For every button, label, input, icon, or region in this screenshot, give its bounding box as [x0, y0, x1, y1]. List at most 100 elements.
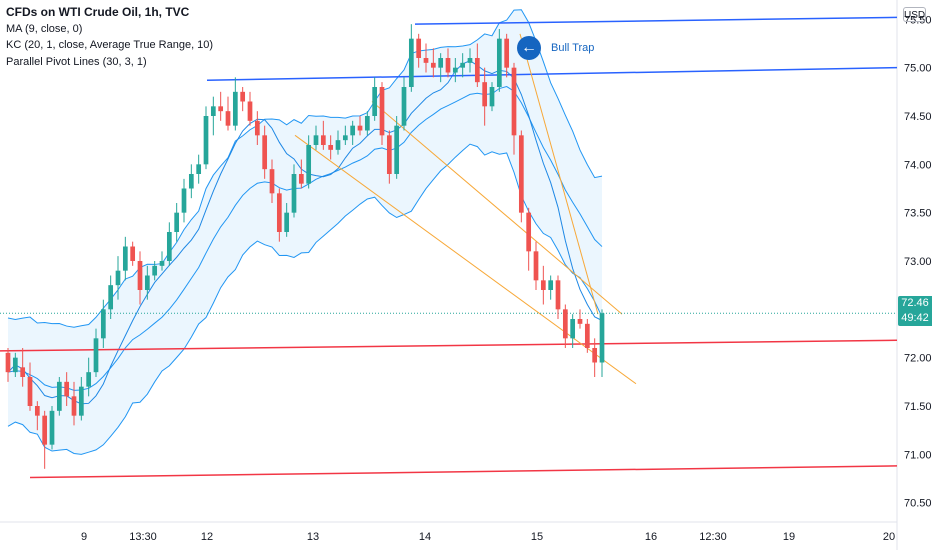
x-tick-label: 13 [307, 531, 319, 543]
candle-body [144, 275, 150, 290]
x-tick-label: 9 [81, 531, 87, 543]
candle-body [533, 251, 539, 281]
candle-body [203, 116, 209, 165]
candle-body [64, 381, 70, 397]
y-tick-label: 71.50 [904, 401, 932, 413]
legend-pivots[interactable]: Parallel Pivot Lines (30, 3, 1) [6, 55, 147, 68]
candle-body [130, 246, 136, 261]
last-price-tag: 72.46 49:42 [898, 296, 932, 326]
candle-body [408, 38, 414, 87]
arrow-left-icon: ← [517, 36, 541, 60]
candle-body [56, 381, 62, 411]
pivot-line [206, 66, 898, 81]
candle-body [166, 232, 172, 261]
x-tick-label: 16 [645, 531, 657, 543]
candle-body [438, 58, 444, 68]
candle-body [489, 87, 495, 107]
x-tick-label: 13:30 [129, 531, 157, 543]
candle-body [350, 125, 356, 136]
candle-body [394, 125, 400, 174]
x-tick-label: 12 [201, 531, 213, 543]
y-tick-label: 72.00 [904, 353, 932, 365]
keltner-upper-line [7, 9, 603, 328]
candle-body [298, 174, 304, 184]
candle-body [416, 38, 422, 58]
candle-body [276, 193, 282, 232]
candle-body [20, 367, 26, 377]
candle-body [452, 67, 458, 73]
candle-body [86, 372, 92, 387]
candle-body [232, 91, 238, 126]
candle-body [159, 261, 165, 266]
candle-body [401, 87, 407, 126]
legend-title[interactable]: CFDs on WTI Crude Oil, 1h, TVC [6, 5, 190, 19]
candle-body [526, 212, 532, 252]
candle-body [328, 145, 334, 150]
legend-ma[interactable]: MA (9, close, 0) [6, 22, 83, 35]
y-tick-label: 75.00 [904, 63, 932, 75]
candle-body [592, 348, 598, 363]
candle-body [152, 265, 158, 276]
last-price-value: 72.46 [901, 297, 929, 309]
trend-line [519, 33, 599, 315]
candle-body [423, 58, 429, 63]
candle-body [342, 135, 348, 141]
chart-legend: CFDs on WTI Crude Oil, 1h, TVC MA (9, cl… [6, 4, 213, 70]
candle-body [460, 62, 466, 68]
ma-line [7, 60, 603, 405]
candle-body [306, 145, 312, 184]
candle-body [474, 58, 480, 83]
candle-body [320, 135, 326, 145]
pivot-line [414, 16, 898, 25]
candle-body [196, 164, 202, 174]
candle-body [108, 285, 114, 310]
candle-body [247, 101, 253, 121]
candle-body [12, 357, 18, 373]
keltner-band-fill [8, 9, 602, 455]
currency-label[interactable]: USD [903, 7, 926, 22]
keltner-lower-line [7, 143, 603, 455]
y-tick-label: 73.00 [904, 256, 932, 268]
candle-body [240, 91, 246, 102]
candle-body [430, 62, 436, 68]
candle-body [364, 116, 370, 131]
keltner-middle-line [7, 85, 603, 391]
candle-body [540, 280, 546, 290]
y-tick-label: 75.50 [904, 14, 932, 26]
candle-body [49, 410, 55, 445]
candle-body [584, 323, 590, 348]
candle-body [386, 135, 392, 174]
candle-body [78, 386, 84, 416]
candle-body [577, 319, 583, 324]
candle-body [225, 111, 231, 126]
candle-body [137, 261, 143, 290]
candle-body [511, 67, 517, 136]
x-tick-label: 19 [783, 531, 795, 543]
pivot-line [0, 339, 898, 352]
candle-body [357, 125, 363, 131]
candle-body [174, 212, 180, 232]
candle-body [93, 338, 99, 373]
candle-body [115, 270, 121, 286]
y-tick-label: 74.00 [904, 159, 932, 171]
candle-body [562, 309, 568, 339]
candle-body [504, 38, 510, 68]
candle-body [496, 38, 502, 87]
candle-body [269, 169, 275, 194]
y-tick-label: 71.00 [904, 449, 932, 461]
candle-body [482, 82, 488, 107]
candle-body [210, 106, 216, 116]
candle-body [379, 87, 385, 136]
y-tick-label: 73.50 [904, 208, 932, 220]
x-tick-label: 20 [883, 531, 895, 543]
x-tick-label: 15 [531, 531, 543, 543]
bull-trap-callout[interactable]: ← Bull Trap [517, 36, 594, 60]
callout-label: Bull Trap [551, 42, 595, 54]
legend-kc[interactable]: KC (20, 1, close, Average True Range, 10… [6, 39, 214, 51]
y-tick-label: 70.50 [904, 498, 932, 510]
candle-body [218, 106, 224, 112]
pivot-line [29, 465, 898, 479]
candle-body [548, 280, 554, 290]
trend-line [371, 101, 623, 315]
